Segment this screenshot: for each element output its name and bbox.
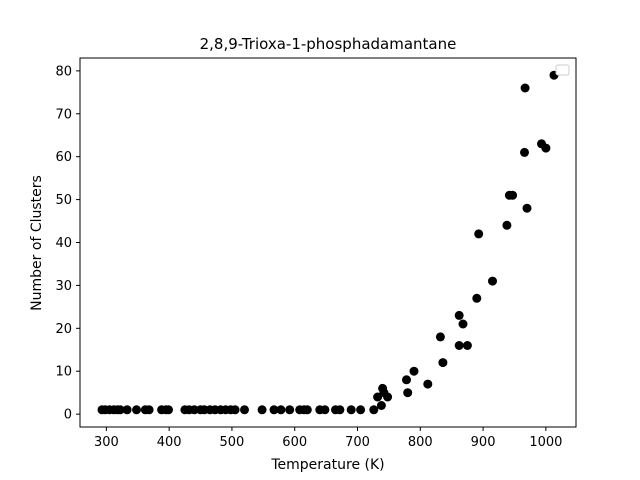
data-point xyxy=(520,83,530,93)
x-axis-ticks: 300 400 500 600 700 800 900 1000 xyxy=(94,427,562,450)
data-point xyxy=(454,310,464,320)
data-point xyxy=(302,405,312,415)
x-tick-label: 500 xyxy=(220,435,245,450)
data-point xyxy=(541,143,551,153)
chart-title: 2,8,9-Trioxa-1-phosphadamantane xyxy=(200,35,457,53)
data-point xyxy=(373,392,383,402)
data-point xyxy=(346,405,356,415)
y-tick-label: 10 xyxy=(55,365,72,380)
data-point xyxy=(454,341,464,350)
y-axis-ticks: 0 10 20 30 40 50 60 70 80 xyxy=(55,64,80,423)
data-point xyxy=(189,405,199,415)
data-point xyxy=(240,405,249,415)
y-tick-label: 70 xyxy=(55,107,72,122)
x-tick-label: 800 xyxy=(408,435,433,450)
data-point xyxy=(122,405,132,415)
data-point xyxy=(462,341,472,350)
data-point xyxy=(520,147,529,157)
x-tick-label: 300 xyxy=(94,435,119,450)
points-layer xyxy=(97,70,559,415)
data-point xyxy=(423,379,433,389)
x-tick-label: 900 xyxy=(471,435,496,450)
data-point xyxy=(458,319,468,329)
y-tick-label: 30 xyxy=(55,279,72,294)
y-tick-label: 80 xyxy=(55,64,72,79)
data-point xyxy=(438,358,448,368)
data-point xyxy=(164,405,173,415)
y-axis-label: Number of Clusters xyxy=(29,175,45,311)
plot-frame xyxy=(79,57,577,428)
data-point xyxy=(435,332,445,342)
data-point xyxy=(285,405,295,415)
data-point xyxy=(502,220,512,230)
x-tick-label: 700 xyxy=(345,435,370,450)
y-tick-label: 20 xyxy=(55,322,72,337)
data-point xyxy=(132,405,141,415)
data-point xyxy=(383,392,393,402)
data-point xyxy=(115,405,125,415)
legend-box xyxy=(555,64,570,76)
data-point xyxy=(230,405,240,415)
data-point xyxy=(402,375,411,385)
data-point xyxy=(488,276,497,286)
data-point xyxy=(409,366,419,376)
data-point xyxy=(522,203,532,213)
data-point xyxy=(335,405,345,415)
data-point xyxy=(403,388,413,398)
data-point xyxy=(508,190,518,200)
x-tick-label: 1000 xyxy=(529,435,562,450)
x-axis-label: Temperature (K) xyxy=(270,457,384,473)
data-point xyxy=(356,405,366,415)
x-tick-label: 600 xyxy=(282,435,307,450)
y-tick-label: 50 xyxy=(55,193,72,208)
data-point xyxy=(269,405,279,415)
y-tick-label: 0 xyxy=(64,408,72,423)
data-point xyxy=(276,405,286,415)
data-point xyxy=(472,293,482,303)
data-point xyxy=(257,405,267,415)
x-tick-label: 400 xyxy=(157,435,182,450)
data-point xyxy=(144,405,154,415)
y-tick-label: 60 xyxy=(55,150,72,165)
data-point xyxy=(369,405,379,415)
y-tick-label: 40 xyxy=(55,236,72,251)
data-point xyxy=(474,229,484,239)
data-point xyxy=(376,401,386,410)
data-point xyxy=(320,405,330,415)
